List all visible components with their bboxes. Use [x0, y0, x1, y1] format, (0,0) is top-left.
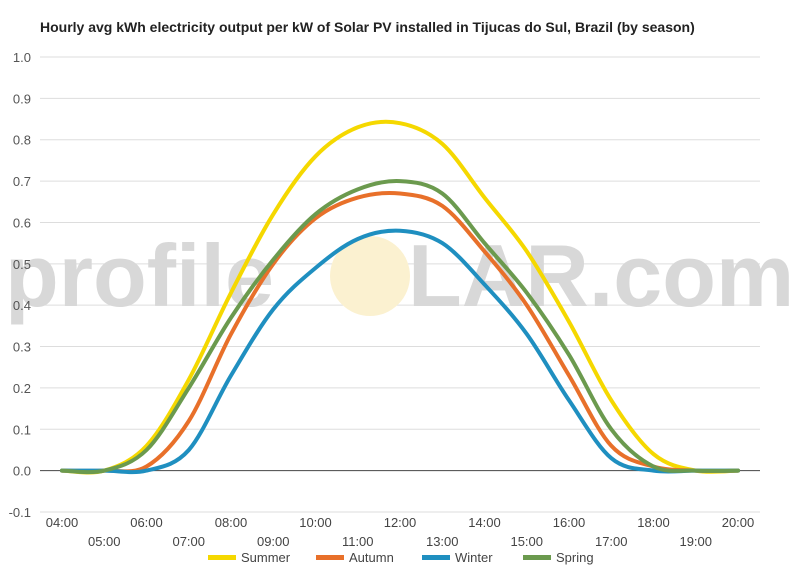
- x-tick-label: 14:00: [468, 515, 501, 530]
- y-tick-label: 0.8: [13, 133, 31, 148]
- legend: Summer Autumn Winter Spring: [208, 550, 594, 565]
- series-lines: [60, 119, 740, 475]
- x-tick-label: 19:00: [679, 534, 712, 549]
- x-tick-label: 16:00: [553, 515, 586, 530]
- series-line-autumn: [60, 190, 740, 474]
- legend-swatch-autumn: [316, 555, 344, 560]
- legend-label-winter: Winter: [455, 550, 493, 565]
- legend-swatch-summer: [208, 555, 236, 560]
- x-tick-label: 20:00: [722, 515, 755, 530]
- y-tick-label: 0.9: [13, 91, 31, 106]
- y-tick-label: 1.0: [13, 50, 31, 65]
- x-tick-label: 07:00: [172, 534, 205, 549]
- legend-swatch-spring: [523, 555, 551, 560]
- x-tick-label: 11:00: [342, 534, 374, 549]
- legend-label-summer: Summer: [241, 550, 291, 565]
- series-line-spring: [60, 179, 740, 475]
- watermark-sun: [330, 236, 410, 316]
- y-tick-label: 0.0: [13, 464, 31, 479]
- x-tick-label: 06:00: [130, 515, 163, 530]
- x-tick-label: 13:00: [426, 534, 459, 549]
- y-axis: 1.0 0.9 0.8 0.7 0.6 0.5 0.4 0.3 0.2 0.1 0.0 -0.1: [9, 50, 31, 520]
- x-tick-label: 18:00: [637, 515, 670, 530]
- watermark-text-right: LAR.com: [408, 226, 794, 325]
- x-tick-label: 10:00: [299, 515, 332, 530]
- y-tick-label: 0.7: [13, 174, 31, 189]
- y-tick-label: 0.2: [13, 381, 31, 396]
- x-tick-label: 12:00: [384, 515, 417, 530]
- y-tick-label: 0.3: [13, 340, 31, 355]
- watermark: profile LAR.com: [5, 226, 794, 325]
- y-tick-label: -0.1: [9, 505, 31, 520]
- x-axis: 04:00 05:00 06:00 07:00 08:00 09:00 10:00 11:00…: [46, 515, 755, 549]
- series-line-winter: [60, 228, 740, 475]
- x-tick-label: 15:00: [510, 534, 543, 549]
- y-tick-label: 0.1: [13, 422, 31, 437]
- y-tick-label: 0.6: [13, 215, 31, 230]
- legend-swatch-winter: [422, 555, 450, 560]
- y-tick-label: 0.4: [13, 298, 31, 313]
- chart-title: Hourly avg kWh electricity output per kW…: [40, 19, 695, 35]
- watermark-text-left: profile: [5, 226, 274, 325]
- x-tick-label: 04:00: [46, 515, 79, 530]
- y-tick-label: 0.5: [13, 257, 31, 272]
- x-tick-label: 09:00: [257, 534, 290, 549]
- x-tick-label: 08:00: [215, 515, 248, 530]
- legend-label-autumn: Autumn: [349, 550, 394, 565]
- x-tick-label: 05:00: [88, 534, 121, 549]
- series-line-summer: [60, 119, 740, 475]
- legend-label-spring: Spring: [556, 550, 594, 565]
- x-tick-label: 17:00: [595, 534, 628, 549]
